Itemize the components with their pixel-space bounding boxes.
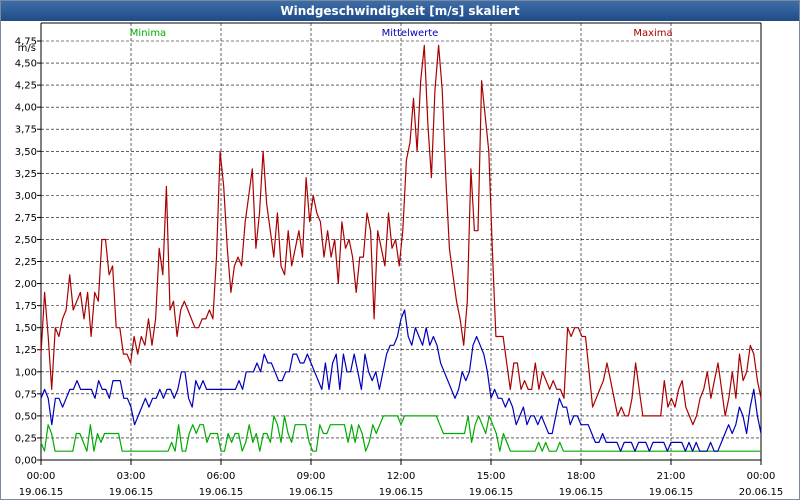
y-axis-unit: m/s xyxy=(18,43,36,54)
y-tick-label: 0,00 xyxy=(15,456,37,467)
grid xyxy=(40,23,762,461)
series-line-mittelwerte xyxy=(40,309,762,452)
y-tick-label: 3,25 xyxy=(15,169,37,180)
window-title: Windgeschwindigkeit [m/s] skaliert xyxy=(1,1,799,21)
y-tick-label: 2,00 xyxy=(15,279,37,290)
x-tick-date: 19.06.15 xyxy=(649,487,694,498)
x-tick-date: 19.06.15 xyxy=(379,487,424,498)
x-tick-date: 19.06.15 xyxy=(109,487,154,498)
y-tick-label: 2,25 xyxy=(15,257,37,268)
x-tick-time: 06:00 xyxy=(207,471,236,482)
y-tick-label: 2,50 xyxy=(15,235,37,246)
legend-maxima: Maxima xyxy=(633,28,672,39)
y-tick-label: 1,75 xyxy=(15,301,37,312)
x-tick-time: 09:00 xyxy=(297,471,326,482)
x-tick-time: 21:00 xyxy=(657,471,686,482)
y-tick-label: 3,00 xyxy=(15,191,37,202)
x-tick-date: 19.06.15 xyxy=(289,487,334,498)
y-tick-labels: 0,00 0,25 0,50 0,75 1,00 1,25 1,50 1,75 2,00 2,25… xyxy=(15,37,37,467)
x-tick-time: 15:00 xyxy=(477,471,506,482)
y-tick-label: 1,50 xyxy=(15,323,37,334)
y-tick-label: 4,75 xyxy=(15,37,37,48)
x-tick-time: 00:00 xyxy=(747,471,776,482)
x-tick-date: 19.06.15 xyxy=(19,487,64,498)
x-tick-time: 00:00 xyxy=(27,471,56,482)
x-tick-date: 19.06.15 xyxy=(199,487,244,498)
y-tick-label: 3,75 xyxy=(15,125,37,136)
x-tick-time: 03:00 xyxy=(117,471,146,482)
x-tick-date: 20.06.15 xyxy=(739,487,784,498)
series-line-minima xyxy=(40,415,761,452)
y-tick-label: 0,25 xyxy=(15,433,37,444)
y-tick-label: 3,50 xyxy=(15,147,37,158)
x-tick-time: 12:00 xyxy=(387,471,416,482)
x-tick-date: 19.06.15 xyxy=(559,487,604,498)
y-tick-label: 1,25 xyxy=(15,345,37,356)
y-tick-label: 1,00 xyxy=(15,367,37,378)
y-tick-label: 4,00 xyxy=(15,103,37,114)
legend-mittelwerte: Mittelwerte xyxy=(382,28,439,39)
y-tick-label: 4,25 xyxy=(15,81,37,92)
series-lines xyxy=(40,44,762,452)
axes xyxy=(37,22,762,465)
x-tick-time: 18:00 xyxy=(567,471,596,482)
y-tick-label: 4,50 xyxy=(15,59,37,70)
y-tick-label: 0,50 xyxy=(15,411,37,422)
legend-minima: Minima xyxy=(130,28,166,39)
y-tick-label: 2,75 xyxy=(15,213,37,224)
legend: Minima Mittelwerte Maxima xyxy=(130,28,673,39)
y-tick-label: 0,75 xyxy=(15,389,37,400)
x-tick-labels: 00:00 19.06.15 03:00 19.06.15 06:00 19.06.15 0… xyxy=(19,471,784,498)
x-tick-date: 19.06.15 xyxy=(469,487,514,498)
series-line-maxima xyxy=(40,44,762,426)
